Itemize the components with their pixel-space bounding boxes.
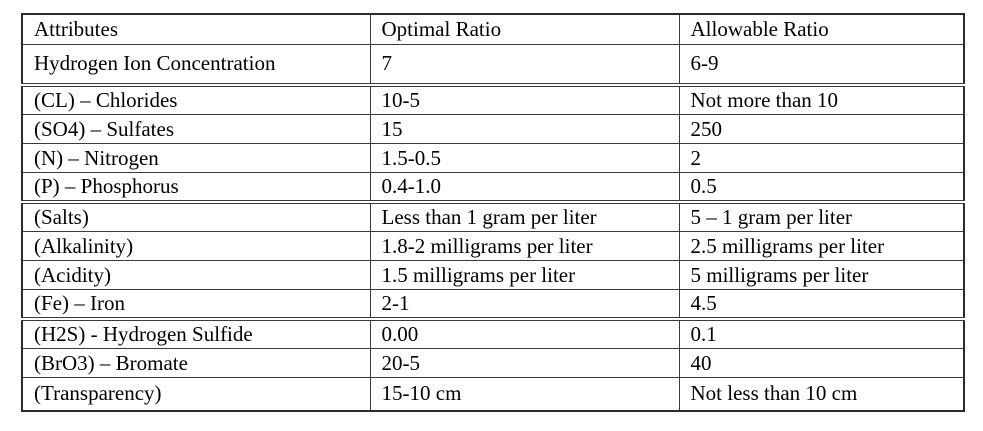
cell-allowable: 250	[678, 114, 965, 144]
table-row: (Transparency) 15-10 cm Not less than 10 c…	[21, 377, 965, 411]
cell-attribute: (Alkalinity)	[21, 231, 371, 261]
cell-allowable: 0.1	[678, 317, 965, 349]
cell-optimal: 15	[369, 114, 680, 144]
cell-optimal: 7	[369, 43, 680, 86]
cell-allowable: 5 milligrams per liter	[678, 260, 965, 290]
table-row: (Alkalinity) 1.8-2 milligrams per liter 2.…	[21, 231, 965, 261]
cell-attribute: (P) – Phosphorus	[21, 172, 371, 203]
cell-attribute: (Acidity)	[21, 260, 371, 290]
table-row: (CL) – Chlorides 10-5 Not more than 10	[21, 83, 965, 115]
cell-allowable: 2.5 milligrams per liter	[678, 231, 965, 261]
cell-optimal: 0.4-1.0	[369, 172, 680, 203]
cell-optimal: 0.00	[369, 317, 680, 349]
cell-optimal: 20-5	[369, 348, 680, 378]
cell-attribute: (SO4) – Sulfates	[21, 114, 371, 144]
cell-attribute: (Transparency)	[21, 377, 371, 411]
table-row: Hydrogen Ion Concentration 7 6-9	[21, 43, 965, 86]
cell-allowable: 40	[678, 348, 965, 378]
table-row: (BrO3) – Bromate 20-5 40	[21, 348, 965, 378]
cell-optimal: Less than 1 gram per liter	[369, 200, 680, 232]
table-row: (SO4) – Sulfates 15 250	[21, 114, 965, 144]
cell-attribute: (N) – Nitrogen	[21, 143, 371, 173]
column-header-optimal-ratio: Optimal Ratio	[369, 13, 680, 45]
cell-attribute: (Fe) – Iron	[21, 289, 371, 320]
table-row: (P) – Phosphorus 0.4-1.0 0.5	[21, 172, 965, 203]
cell-attribute: (H2S) - Hydrogen Sulfide	[21, 317, 371, 349]
table-header-row: Attributes Optimal Ratio Allowable Ratio	[21, 13, 965, 45]
cell-optimal: 1.5-0.5	[369, 143, 680, 173]
water-quality-table: Attributes Optimal Ratio Allowable Ratio…	[21, 13, 965, 412]
cell-attribute: (Salts)	[21, 200, 371, 232]
cell-optimal: 1.8-2 milligrams per liter	[369, 231, 680, 261]
cell-allowable: 4.5	[678, 289, 965, 320]
cell-allowable: 5 – 1 gram per liter	[678, 200, 965, 232]
column-header-allowable-ratio: Allowable Ratio	[678, 13, 965, 45]
cell-attribute: (BrO3) – Bromate	[21, 348, 371, 378]
table-row: (H2S) - Hydrogen Sulfide 0.00 0.1	[21, 317, 965, 349]
cell-optimal: 1.5 milligrams per liter	[369, 260, 680, 290]
cell-allowable: 2	[678, 143, 965, 173]
table-row: (N) – Nitrogen 1.5-0.5 2	[21, 143, 965, 173]
column-header-attributes: Attributes	[21, 13, 371, 45]
cell-optimal: 15-10 cm	[369, 377, 680, 411]
cell-allowable: 6-9	[678, 43, 965, 86]
table-row: (Acidity) 1.5 milligrams per liter 5 milli…	[21, 260, 965, 290]
cell-optimal: 2-1	[369, 289, 680, 320]
cell-attribute: (CL) – Chlorides	[21, 83, 371, 115]
cell-attribute: Hydrogen Ion Concentration	[21, 43, 371, 86]
table-row: (Salts) Less than 1 gram per liter 5 – 1 g…	[21, 200, 965, 232]
table-row: (Fe) – Iron 2-1 4.5	[21, 289, 965, 320]
cell-allowable: 0.5	[678, 172, 965, 203]
cell-allowable: Not less than 10 cm	[678, 377, 965, 411]
cell-optimal: 10-5	[369, 83, 680, 115]
cell-allowable: Not more than 10	[678, 83, 965, 115]
